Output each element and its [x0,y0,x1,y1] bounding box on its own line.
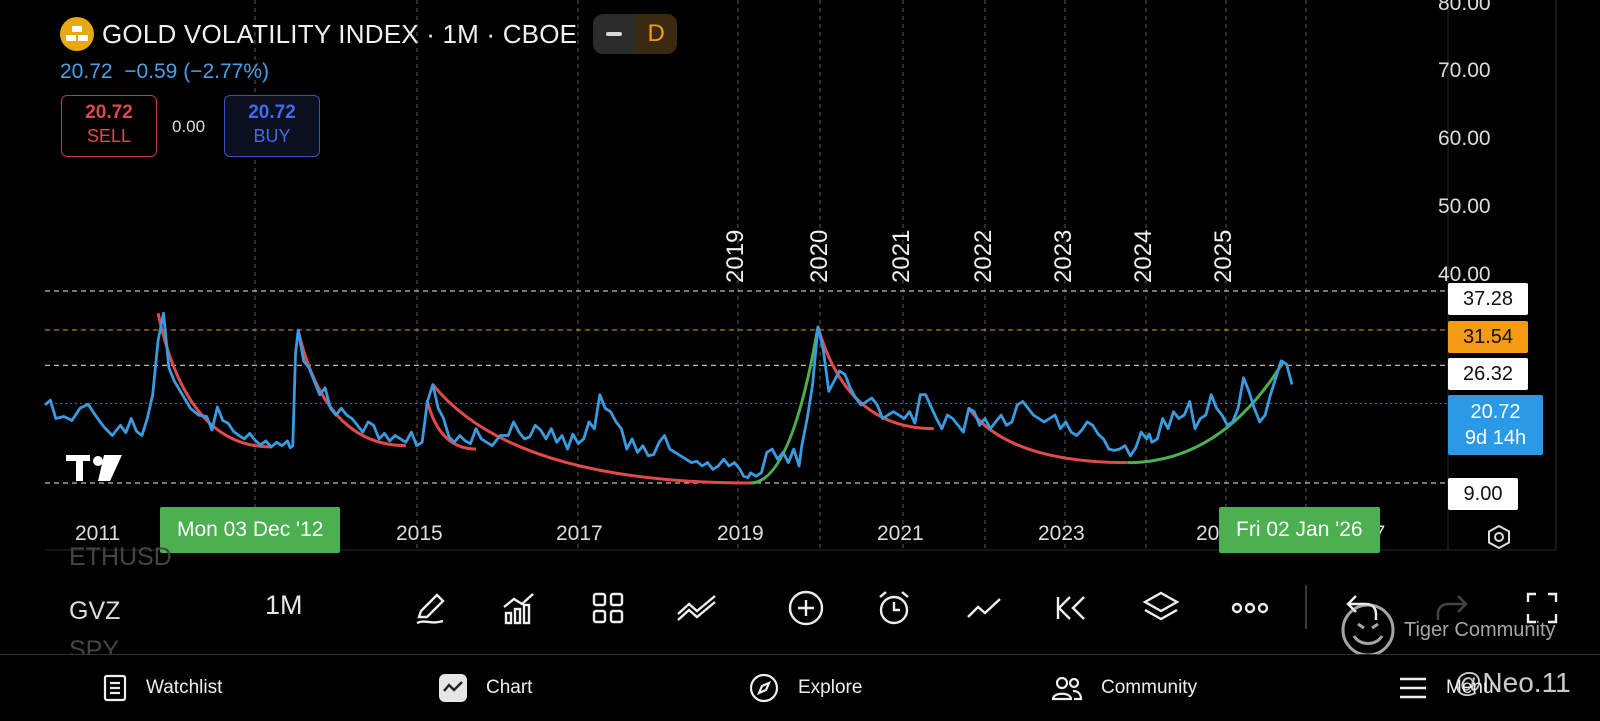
ticker-prev[interactable]: ETHUSD [69,543,172,571]
layout-grid-icon[interactable] [586,586,630,630]
trend-curve [967,407,1128,465]
year-marker: 2025 [1210,229,1237,283]
crosshair-date-right: Fri 02 Jan '26 [1219,507,1380,553]
buy-price: 20.72 [248,102,296,123]
nav-chart[interactable]: Chart [438,655,532,721]
interval-selector[interactable]: 1M [265,590,303,620]
collapse-icon[interactable] [593,14,636,54]
watermark-handle: @Neo.11 [1454,667,1571,698]
menu-icon [1400,677,1426,699]
gold-bars-icon [60,17,94,51]
ticker-current[interactable]: GVZ [69,597,121,625]
nav-label: Menu [1446,677,1494,698]
nav-watchlist[interactable]: Watchlist [102,655,222,721]
trend-curve [750,326,820,485]
time-label: 2023 [1038,522,1085,545]
chart-grid [45,0,1557,551]
nav-label: Explore [798,677,863,698]
nav-explore[interactable]: Explore [748,655,862,721]
year-marker: 2024 [1130,229,1157,283]
year-marker: 2021 [888,229,915,283]
settings-icon[interactable] [1486,524,1512,550]
price-change: 20.72 −0.59 (−2.77%) [60,60,269,83]
sell-label: SELL [86,126,132,146]
horizontal-levels [45,290,1448,484]
replay-icon[interactable] [1050,586,1094,630]
nav-menu[interactable]: Menu [1398,655,1494,721]
last-price-tag: 20.72 9d 14h [1448,395,1543,455]
last-price: 20.72 [1470,401,1521,423]
sell-price: 20.72 [85,102,133,123]
indicators-icon[interactable] [497,586,541,630]
year-marker: 2022 [970,229,997,283]
year-marker: 2023 [1050,229,1077,283]
level-tag-high: 37.28 [1448,283,1528,315]
level-tag: 26.32 [1448,358,1528,390]
sell-button[interactable]: 20.72 SELL [61,95,157,157]
time-label: 2019 [717,522,764,545]
crosshair-date-left: Mon 03 Dec '12 [160,507,341,553]
price-line [44,311,1294,479]
bar-countdown: 9d 14h [1464,427,1527,449]
nav-label: Watchlist [146,677,223,698]
delayed-badge: D [635,14,678,54]
trend-curves [156,312,1286,485]
line-chart-icon[interactable] [962,586,1006,630]
price-label: 40.00 [1438,263,1491,286]
trend-curve [431,383,751,485]
nav-label: Community [1101,677,1198,698]
year-marker: 2019 [722,229,749,283]
spread-value: 0.00 [172,117,206,136]
add-icon[interactable] [784,586,828,630]
time-label: 2021 [877,522,924,545]
compass-icon [749,673,779,703]
buy-button[interactable]: 20.72 BUY [224,95,320,157]
trend-curve [425,401,476,451]
time-label: 2015 [396,522,443,545]
nav-community[interactable]: Community [1051,655,1197,721]
buy-label: BUY [253,126,291,146]
price-label: 80.00 [1438,0,1491,15]
price-label: 60.00 [1438,127,1491,150]
year-marker: 2020 [806,229,833,283]
toolbar-divider [1305,585,1307,629]
trend-curve [1127,359,1286,465]
time-label: 2011 [75,522,121,545]
alarm-icon[interactable] [872,586,916,630]
tiger-logo-icon [1341,603,1395,657]
symbol-header[interactable]: GOLD VOLATILITY INDEX · 1M · CBOE D [60,14,678,54]
more-icon[interactable] [1228,586,1272,630]
price-series [44,311,1294,479]
chart-icon [439,674,467,702]
price-label: 70.00 [1438,59,1491,82]
watchlist-icon [103,674,127,702]
tradingview-logo-icon [66,455,122,481]
nav-label: Chart [486,677,533,698]
watermark-text: Tiger Community [1404,618,1556,641]
level-tag-mid: 31.54 [1448,321,1528,353]
compare-icon[interactable] [675,586,719,630]
level-tag-low: 9.00 [1448,478,1518,510]
layers-icon[interactable] [1139,586,1183,630]
price-label: 50.00 [1438,195,1491,218]
mode-toggle[interactable]: D [593,14,678,54]
symbol-title: GOLD VOLATILITY INDEX · 1M · CBOE [102,18,578,49]
community-icon [1051,676,1083,701]
redo-icon[interactable] [1430,586,1474,630]
time-label: 20 [1196,522,1220,545]
draw-icon[interactable] [408,586,452,630]
time-label: 2017 [556,522,603,545]
trend-curve [296,329,406,448]
fullscreen-icon[interactable] [1520,586,1564,630]
watermark-community: Tiger Community [1340,602,1556,658]
ticker-next[interactable]: SPY [69,636,120,654]
bottom-nav: Watchlist Chart Explore Community Menu @… [0,654,1600,721]
